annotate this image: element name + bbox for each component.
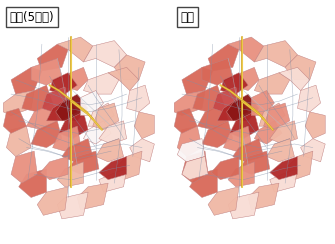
Polygon shape [230, 112, 259, 139]
Polygon shape [88, 103, 114, 126]
Text: 과거(5년전): 과거(5년전) [9, 10, 54, 23]
Polygon shape [297, 85, 321, 112]
Polygon shape [62, 139, 93, 162]
Polygon shape [11, 151, 37, 183]
Polygon shape [213, 87, 239, 112]
Polygon shape [254, 41, 297, 67]
Polygon shape [62, 67, 88, 91]
Polygon shape [223, 126, 251, 151]
Polygon shape [285, 55, 316, 80]
Polygon shape [22, 85, 53, 112]
Polygon shape [300, 139, 325, 162]
Polygon shape [208, 187, 239, 215]
Polygon shape [77, 183, 108, 210]
Polygon shape [83, 41, 127, 67]
Polygon shape [202, 59, 233, 85]
Polygon shape [270, 121, 297, 144]
Polygon shape [96, 139, 124, 162]
Polygon shape [233, 139, 264, 162]
Polygon shape [37, 187, 68, 215]
Polygon shape [254, 73, 290, 94]
Polygon shape [80, 91, 104, 115]
Polygon shape [47, 98, 77, 121]
Polygon shape [99, 156, 127, 180]
Polygon shape [228, 37, 264, 62]
Polygon shape [3, 91, 34, 115]
Polygon shape [202, 121, 233, 148]
Polygon shape [285, 151, 313, 180]
Polygon shape [239, 151, 270, 174]
Polygon shape [31, 121, 62, 148]
Polygon shape [182, 156, 208, 180]
Polygon shape [114, 55, 145, 80]
Polygon shape [208, 44, 239, 71]
Polygon shape [130, 139, 154, 162]
Polygon shape [197, 103, 228, 130]
Polygon shape [50, 73, 77, 94]
Polygon shape [233, 67, 259, 91]
Polygon shape [42, 87, 68, 112]
Polygon shape [270, 156, 297, 180]
Polygon shape [99, 121, 127, 144]
Polygon shape [57, 162, 83, 187]
Polygon shape [248, 183, 279, 210]
Polygon shape [40, 156, 68, 180]
Polygon shape [83, 73, 119, 94]
Polygon shape [228, 162, 254, 187]
Polygon shape [3, 108, 26, 133]
Polygon shape [220, 73, 248, 94]
Polygon shape [228, 192, 259, 219]
Polygon shape [177, 126, 202, 156]
Polygon shape [267, 139, 294, 162]
Polygon shape [134, 112, 154, 139]
Polygon shape [26, 103, 57, 130]
Polygon shape [177, 139, 205, 162]
Polygon shape [182, 67, 213, 94]
Polygon shape [182, 151, 208, 183]
Polygon shape [305, 112, 325, 139]
Polygon shape [57, 192, 88, 219]
Polygon shape [93, 103, 119, 130]
Polygon shape [264, 103, 290, 130]
Text: 현재: 현재 [180, 10, 194, 23]
Polygon shape [254, 121, 282, 144]
Polygon shape [193, 85, 223, 112]
Polygon shape [279, 67, 310, 91]
Polygon shape [83, 121, 111, 144]
Polygon shape [37, 44, 68, 71]
Polygon shape [114, 151, 142, 180]
Polygon shape [56, 94, 88, 121]
Polygon shape [19, 169, 47, 197]
Polygon shape [6, 126, 31, 156]
Polygon shape [259, 103, 285, 126]
Polygon shape [174, 108, 197, 133]
Polygon shape [190, 169, 217, 197]
Polygon shape [174, 91, 205, 115]
Polygon shape [270, 169, 297, 192]
Polygon shape [59, 112, 88, 139]
Polygon shape [53, 126, 80, 151]
Polygon shape [31, 59, 62, 85]
Polygon shape [127, 85, 150, 112]
Polygon shape [99, 169, 127, 192]
Polygon shape [251, 91, 274, 115]
Polygon shape [226, 94, 259, 121]
Polygon shape [211, 156, 239, 180]
Polygon shape [68, 151, 99, 174]
Polygon shape [11, 67, 42, 94]
Polygon shape [57, 37, 93, 62]
Polygon shape [217, 98, 248, 121]
Polygon shape [108, 67, 139, 91]
